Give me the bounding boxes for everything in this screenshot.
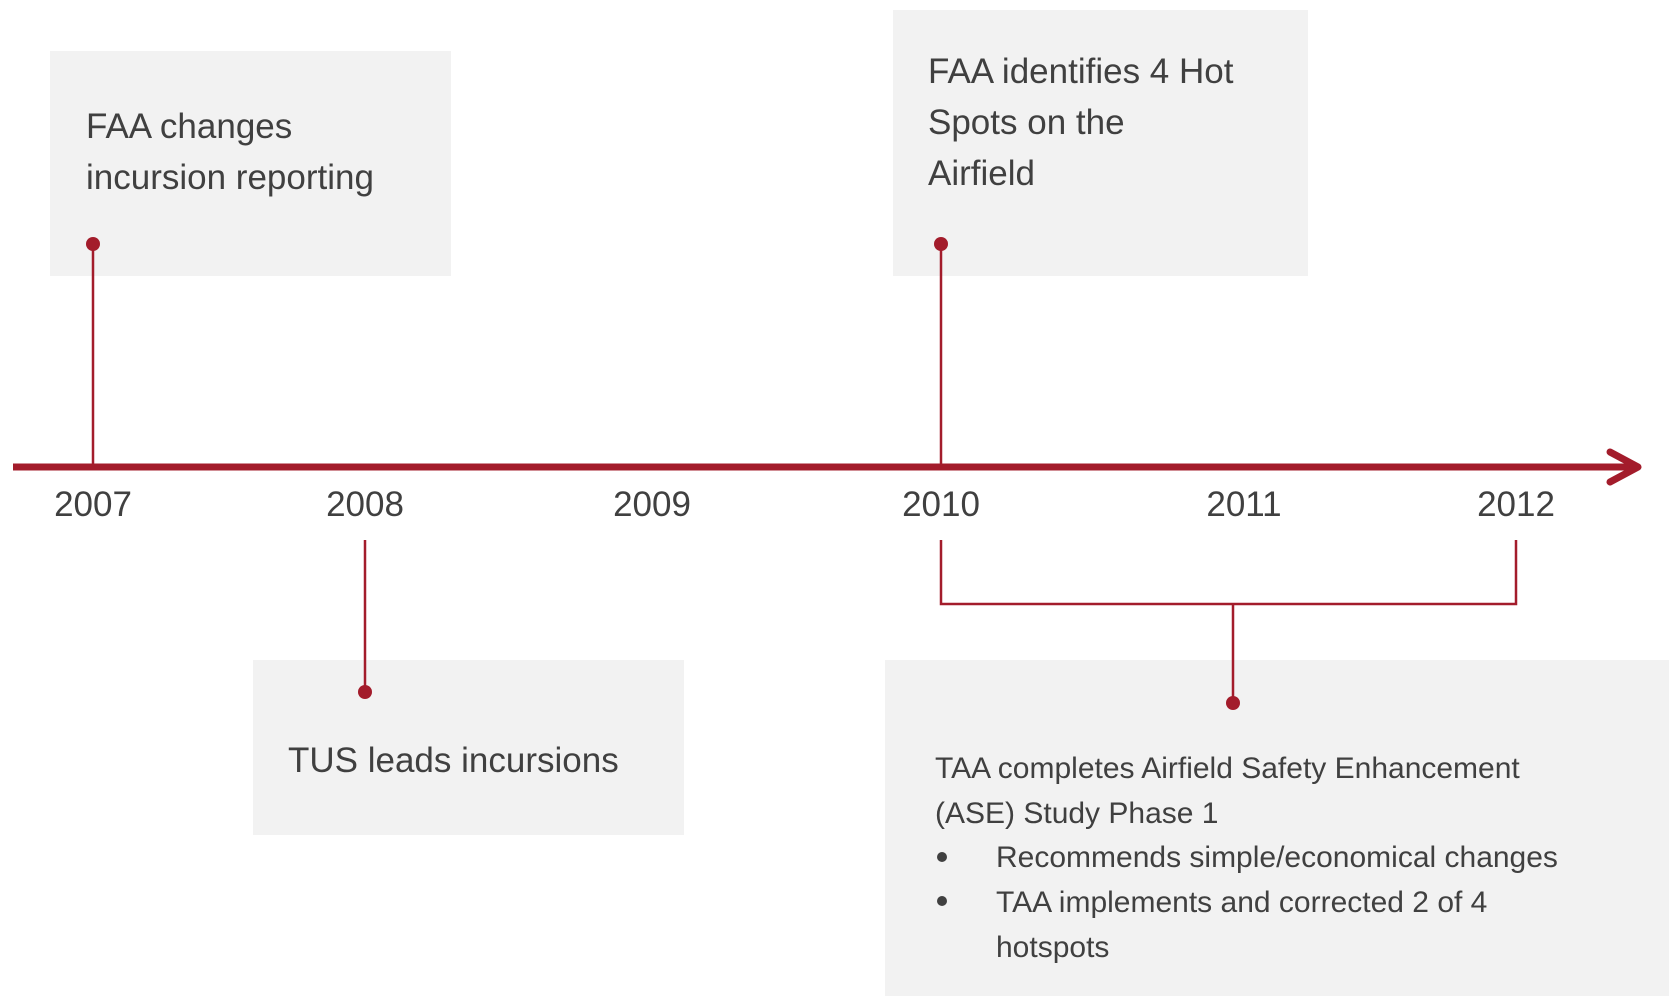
bullet-text: Recommends simple/economical changes — [996, 841, 1558, 874]
dot — [86, 237, 100, 251]
bullet-text: TAA implements and corrected 2 of 4 — [996, 886, 1487, 919]
year-label: 2012 — [1477, 485, 1555, 524]
bracket — [939, 540, 1518, 606]
dot — [1226, 696, 1240, 710]
year-label: 2010 — [902, 485, 980, 524]
year-label: 2009 — [613, 485, 691, 524]
event-text: TAA completes Airfield Safety Enhancemen… — [935, 752, 1520, 785]
dot — [934, 237, 948, 251]
event-box — [253, 660, 684, 835]
event-text: (ASE) Study Phase 1 — [935, 797, 1218, 830]
event-text: Airfield — [928, 154, 1035, 193]
year-label: 2011 — [1206, 485, 1281, 524]
dots — [86, 237, 1240, 710]
event-text: FAA identifies 4 Hot — [928, 52, 1234, 91]
year-label: 2008 — [326, 485, 404, 524]
bullet — [937, 896, 947, 906]
event-text: TUS leads incursions — [288, 741, 619, 780]
event-box — [885, 660, 1669, 996]
bullet — [937, 852, 947, 862]
event-box — [893, 10, 1308, 276]
event-box — [50, 51, 451, 276]
year-label: 2007 — [54, 485, 132, 524]
dot — [358, 685, 372, 699]
event-text: incursion reporting — [86, 158, 374, 197]
connectors — [91, 244, 1518, 703]
event-text: FAA changes — [86, 107, 292, 146]
bullet-text: hotspots — [996, 931, 1109, 964]
axis-arrow — [1606, 448, 1642, 486]
event-text: Spots on the — [928, 103, 1125, 142]
